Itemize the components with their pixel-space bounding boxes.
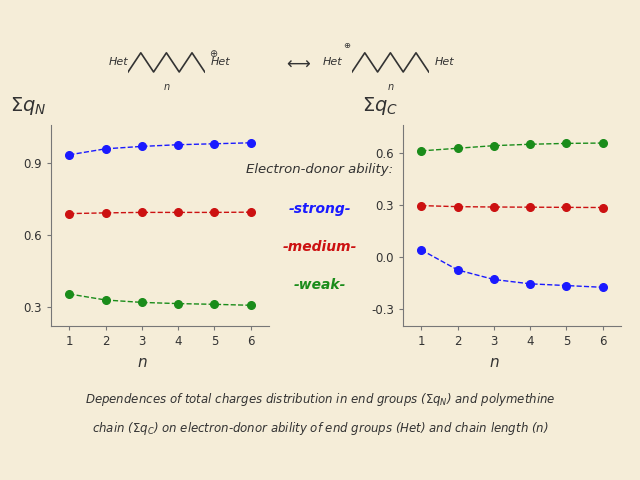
Text: Electron-donor ability:: Electron-donor ability:	[246, 163, 394, 176]
Text: $n$: $n$	[387, 83, 394, 92]
Text: -strong-: -strong-	[289, 202, 351, 216]
Text: -medium-: -medium-	[283, 240, 357, 254]
Text: $\oplus$: $\oplus$	[209, 48, 218, 59]
Text: -weak-: -weak-	[294, 278, 346, 292]
Text: Het: Het	[435, 58, 455, 67]
Text: chain ($\Sigma q_C$) on electron-donor ability of end groups (Het) and chain len: chain ($\Sigma q_C$) on electron-donor a…	[92, 420, 548, 437]
Text: Het: Het	[108, 58, 128, 67]
Text: $n$: $n$	[163, 83, 170, 92]
Text: $\longleftrightarrow$: $\longleftrightarrow$	[284, 53, 312, 72]
Text: $\oplus$: $\oplus$	[343, 41, 351, 50]
Text: $n$: $n$	[489, 355, 500, 370]
Text: Het: Het	[211, 58, 231, 67]
Text: Het: Het	[323, 58, 342, 67]
Text: $\Sigma q_N$: $\Sigma q_N$	[10, 95, 46, 117]
Text: Dependences of total charges distribution in end groups ($\Sigma q_N$) and polym: Dependences of total charges distributio…	[84, 391, 556, 408]
Text: $\Sigma q_C$: $\Sigma q_C$	[362, 95, 398, 117]
Text: $n$: $n$	[137, 355, 148, 370]
